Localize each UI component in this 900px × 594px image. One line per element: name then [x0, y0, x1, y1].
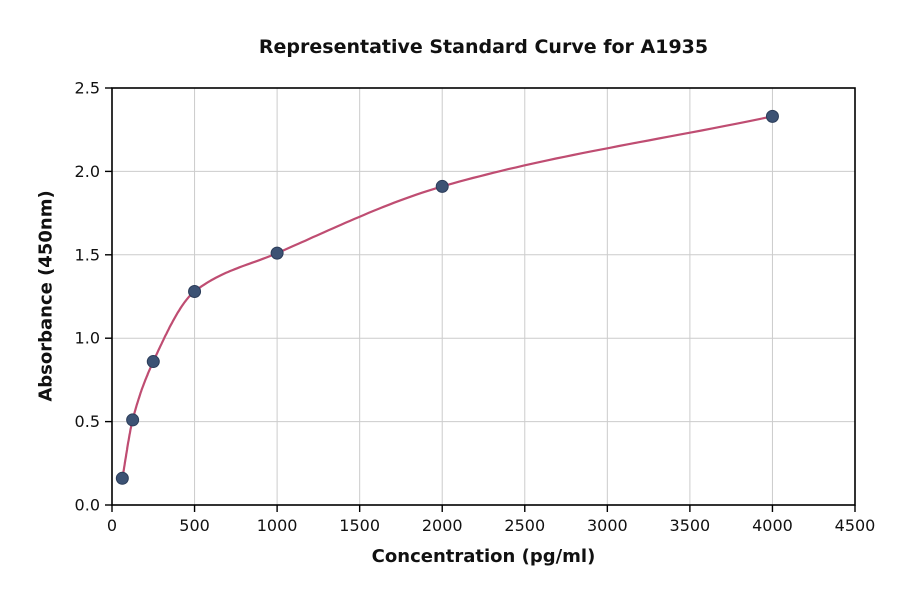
y-tick-label: 2.0: [75, 162, 100, 181]
y-tick-label: 1.5: [75, 245, 100, 264]
data-point: [126, 413, 140, 427]
x-tick-label: 0: [107, 516, 117, 535]
y-tick-label: 0.0: [75, 496, 100, 515]
y-tick-label: 0.5: [75, 412, 100, 431]
x-tick-label: 4000: [752, 516, 793, 535]
x-tick-label: 4500: [835, 516, 876, 535]
fit-curve: [121, 115, 774, 480]
y-tick-label: 1.0: [75, 329, 100, 348]
data-point: [270, 246, 284, 260]
x-tick-label: 3000: [587, 516, 628, 535]
x-tick-label: 2000: [422, 516, 463, 535]
data-point: [115, 471, 129, 485]
data-point: [188, 284, 202, 298]
plot-border: [111, 87, 856, 506]
x-axis-label: Concentration (pg/ml): [371, 546, 596, 567]
data-point: [765, 109, 779, 123]
x-tick-label: 500: [179, 516, 210, 535]
x-tick-label: 1500: [339, 516, 380, 535]
x-tick-label: 3500: [670, 516, 711, 535]
x-tick-label: 1000: [257, 516, 298, 535]
data-point: [146, 355, 160, 369]
data-point: [435, 179, 449, 193]
x-tick-label: 2500: [504, 516, 545, 535]
y-tick-label: 2.5: [75, 79, 100, 98]
chart-title: Representative Standard Curve for A1935: [258, 36, 709, 58]
